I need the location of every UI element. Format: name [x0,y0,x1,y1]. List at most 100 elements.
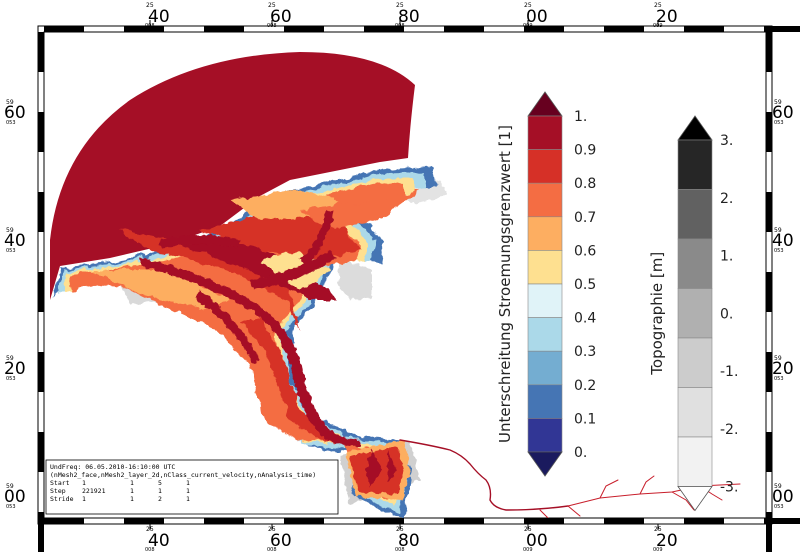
colorbar-segment [527,418,563,453]
coord-sub: 053 [6,248,16,254]
coord-sub: 053 [774,120,784,126]
coord-sub: 008 [395,547,405,553]
coord-degree: 00 [4,487,26,507]
colorbar-segment [677,238,713,289]
colorbar-segment [527,283,563,318]
coord-sub: 008 [395,23,405,29]
colorbar-label: 0.9 [574,143,596,159]
info-row-v4: 1 [186,479,190,487]
coord-degree: 40 [4,231,26,251]
info-row-v2: 1 [130,487,134,495]
coord-minute: 25 [146,526,154,533]
colorbar-flow-threshold: 1. 0.9 0.8 0.7 0.6 0.5 0.4 0.3 0.2 0.1 0. Unterschr… [496,91,596,477]
coord-minute: 25 [268,2,276,9]
coord-degree: 20 [656,531,678,551]
coord-degree: 20 [4,359,26,379]
coord-degree: 20 [772,359,794,379]
colorbar-segment [527,317,563,352]
colorbar-segment [677,139,713,190]
colorbar-label: 0. [720,306,733,322]
coord-minute: 25 [654,526,662,533]
coord-degree: 60 [772,103,794,123]
info-line-1: UndFreq: 06.05.2010-16:10:00 UTC [50,463,175,471]
coord-degree: 60 [270,531,292,551]
colorbar-label: -3. [720,480,738,496]
info-row-v3: 1 [158,487,162,495]
coord-minute: 59 [774,355,782,362]
info-row-v4: 1 [186,487,190,495]
colorbar-label: 0.8 [574,176,596,192]
coord-degree: 80 [398,531,420,551]
info-row-v1: 221921 [82,487,106,495]
coord-sub: 053 [6,376,16,382]
colorbar-segment [677,189,713,240]
coord-minute: 59 [774,99,782,106]
coord-minute: 25 [524,2,532,9]
coord-degree: 00 [526,531,548,551]
colorbar-over-arrow [527,91,563,117]
coord-degree: 80 [398,7,420,27]
colorbar-title: Unterschreitung Stroemungsgrenzwert [1] [496,125,514,443]
map-frame [37,25,800,552]
info-row-v1: 1 [82,479,86,487]
coord-minute: 25 [524,526,532,533]
colorbar-under-arrow [677,486,713,512]
colorbar-label: 0.1 [574,411,596,427]
colorbar-label: 2. [720,191,733,207]
coord-minute: 25 [396,526,404,533]
info-row-v2: 1 [130,495,134,503]
colorbar-under-arrow [527,451,563,477]
info-row-v3: 2 [158,495,162,503]
coord-degree: 60 [4,103,26,123]
colorbar-label: 0.5 [574,277,596,293]
colorbar-label: 0.7 [574,210,596,226]
colorbar-title: Topographie [m] [648,252,666,376]
colorbar-label: 3. [720,133,733,149]
info-row-label: Step [50,487,66,495]
estuary-data-field [50,52,741,518]
coord-sub: 009 [653,23,663,29]
coord-minute: 59 [6,355,14,362]
colorbar-label: 0.2 [574,378,596,394]
info-row-v2: 1 [130,479,134,487]
coord-sub: 009 [523,23,533,29]
colorbar-label: -1. [720,364,738,380]
coord-sub: 053 [774,504,784,510]
colorbar-segment [527,384,563,419]
colorbar-label: -2. [720,422,738,438]
info-row-label: Start [50,479,70,487]
coord-minute: 59 [6,483,14,490]
coord-degree: 60 [270,7,292,27]
coord-sub: 008 [267,23,277,29]
info-line-2: (nMesh2_face,nMesh2_layer_2d,nClass_curr… [50,471,316,479]
coord-minute: 25 [654,2,662,9]
info-row-v3: 5 [158,479,162,487]
colorbar-segment [527,115,563,150]
colorbar-label: 1. [574,109,587,125]
info-row-v1: 1 [82,495,86,503]
coord-degree: 00 [772,487,794,507]
coord-minute: 59 [774,483,782,490]
info-row: Stride 1 1 2 1 [50,495,190,503]
colorbar-segment [677,387,713,438]
coord-degree: 40 [772,231,794,251]
coord-sub: 008 [145,23,155,29]
colorbar-label: 1. [720,249,733,265]
info-row-v4: 1 [186,495,190,503]
colorbar-segment [527,250,563,285]
colorbar-segment [527,350,563,386]
info-row: Start 1 1 5 1 [50,479,190,487]
